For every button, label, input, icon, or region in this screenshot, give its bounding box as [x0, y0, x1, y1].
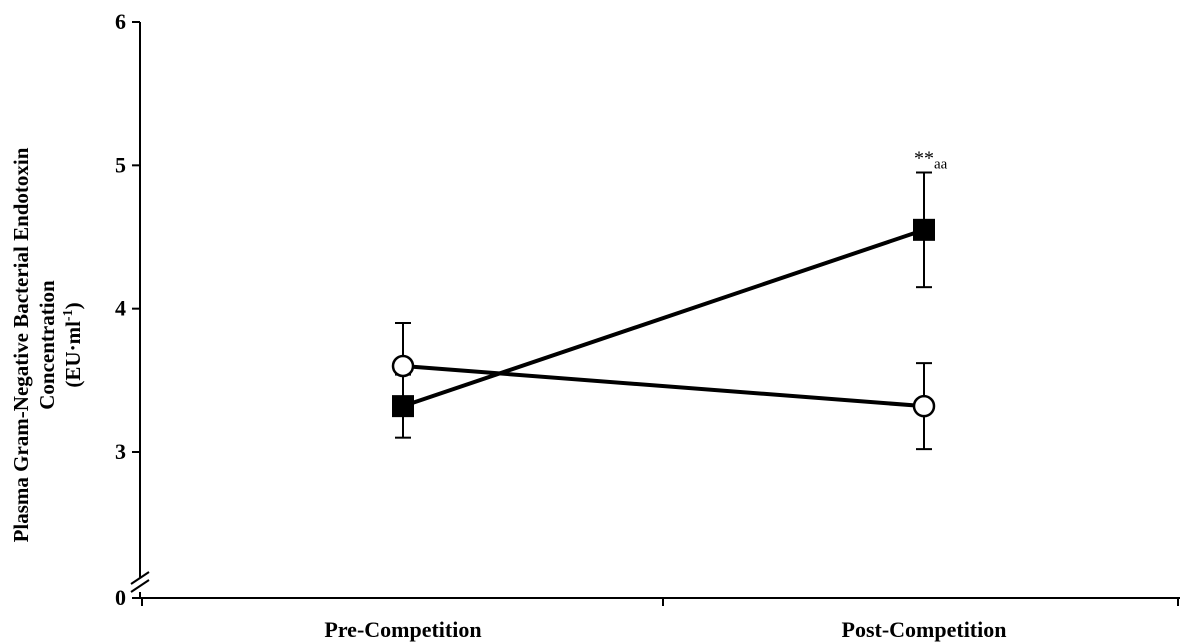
y-tick-label: 0 — [115, 585, 126, 610]
y-axis-ticks: 0 3 4 5 6 — [115, 9, 140, 610]
series-line — [402, 227, 925, 409]
y-axis-unit: (EU·ml — [61, 321, 85, 388]
series-line — [402, 364, 925, 409]
y-axis-title-line-2: Concentration — [35, 280, 59, 410]
open-circle-marker — [912, 394, 936, 418]
y-axis-unit-close: ) — [61, 302, 85, 309]
y-axis-title-line-3: (EU·ml-1) — [61, 302, 85, 387]
y-tick-label: 3 — [115, 439, 126, 464]
axes — [130, 22, 1180, 606]
y-axis-unit-exponent: -1 — [61, 309, 76, 321]
error-bars — [395, 171, 932, 451]
y-tick-label: 4 — [115, 296, 126, 321]
significance-subscript: aa — [934, 157, 948, 173]
x-category-label: Post-Competition — [842, 617, 1007, 642]
series-lines — [402, 227, 925, 409]
y-axis-title-line-1: Plasma Gram-Negative Bacterial Endotoxin — [9, 147, 33, 542]
y-tick-label: 6 — [115, 9, 126, 34]
x-category-label: Pre-Competition — [324, 617, 481, 642]
filled-square-marker — [913, 218, 935, 241]
significance-stars: ** — [914, 148, 934, 170]
y-tick-label: 5 — [115, 152, 126, 177]
significance-annotation: **aa — [914, 148, 948, 173]
axis-break-mark — [130, 579, 150, 593]
axis-break-mark — [130, 571, 150, 585]
data-markers — [391, 218, 936, 418]
annotations: **aa — [914, 148, 948, 173]
filled-square-marker — [392, 395, 414, 418]
open-circle-marker — [391, 354, 415, 378]
y-axis-title: Plasma Gram-Negative Bacterial Endotoxin… — [9, 147, 85, 542]
x-axis-categories: Pre-Competition Post-Competition — [324, 617, 1006, 642]
